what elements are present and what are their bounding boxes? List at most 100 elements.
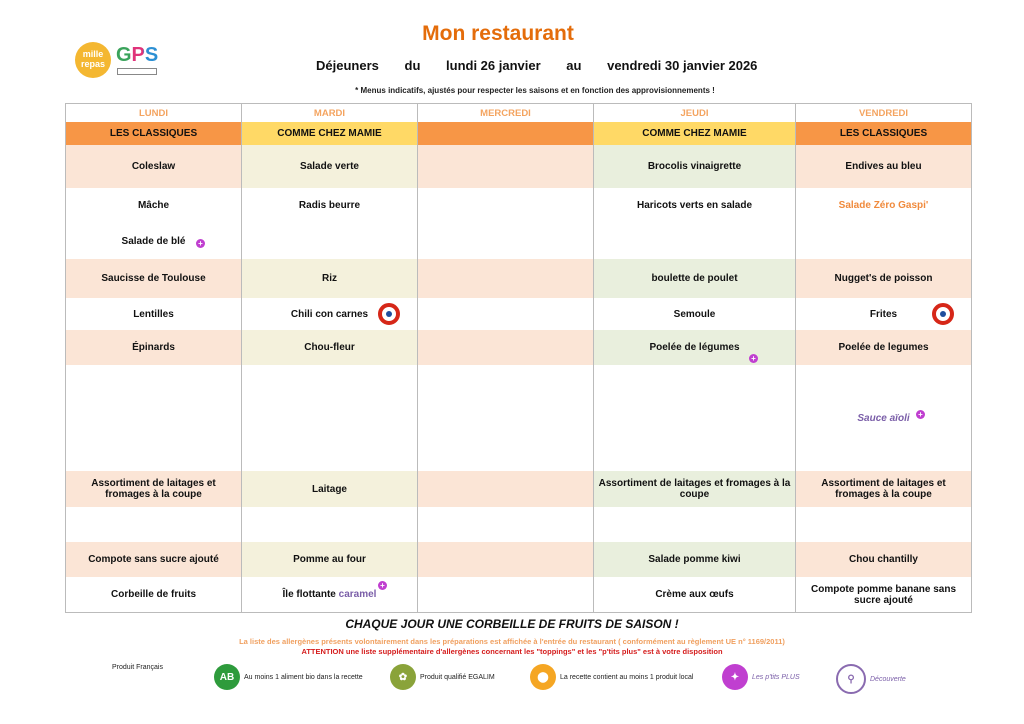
menu-row: Épinards Chou-fleur Poelée de légumes + Poel… [65, 330, 972, 365]
ptits-plus-icon: + [378, 580, 387, 590]
dish-name: Corbeille de fruits [110, 589, 196, 600]
menu-row: Compote sans sucre ajouté Pomme au four Sa… [65, 542, 972, 577]
dish-name: Compote sans sucre ajouté [88, 554, 219, 565]
menu-cell [241, 507, 418, 542]
legend-item: ✿ Produit qualifié EGALIM [390, 664, 495, 690]
category-header: COMME CHEZ MAMIE [241, 122, 418, 145]
day-header: MARDI [241, 103, 418, 122]
menu-table: LUNDI MARDI MERCREDI JEUDI VENDREDI LES CLASS… [65, 103, 972, 613]
date-range: Déjeuners du lundi 26 janvier au vendred… [316, 58, 779, 73]
menu-cell: Assortiment de laitages et fromages à la… [593, 471, 796, 507]
menu-note: * Menus indicatifs, ajustés pour respect… [355, 86, 715, 95]
menu-cell: Salade de blé + [65, 223, 242, 259]
menu-cell [593, 223, 796, 259]
menu-cell: Compote pomme banane sans sucre ajouté [795, 577, 972, 613]
attention-note: ATTENTION une liste supplémentaire d'all… [301, 647, 723, 656]
dish-name: Île flottante [282, 589, 339, 600]
menu-cell: Chili con carnes [241, 298, 418, 330]
menu-row: Assortiment de laitages et fromages à la… [65, 471, 972, 507]
menu-cell: Salade verte [241, 145, 418, 188]
menu-row: Saucisse de Toulouse Riz boulette de poule… [65, 259, 972, 298]
dish-name: Semoule [673, 308, 716, 320]
dish-name: Haricots verts en salade [636, 200, 753, 211]
ptits-plus-icon: ✦ [722, 664, 748, 690]
menu-cell: Haricots verts en salade [593, 188, 796, 223]
legend-label: Les p'tits PLUS [752, 673, 800, 681]
dish-name: Riz [322, 273, 337, 284]
menu-cell: Compote sans sucre ajouté [65, 542, 242, 577]
gps-logo: GPS [116, 44, 159, 66]
menu-cell: Corbeille de fruits [65, 577, 242, 613]
menu-cell: Brocolis vinaigrette [593, 145, 796, 188]
menu-cell [417, 259, 594, 298]
menu-cell: Épinards [65, 330, 242, 365]
menu-cell: boulette de poulet [593, 259, 796, 298]
menu-cell: Assortiment de laitages et fromages à la… [65, 471, 242, 507]
menu-cell: Salade Zéro Gaspi' [795, 188, 972, 223]
ab-bio-icon: AB [214, 664, 240, 690]
gps-logo-tagline [117, 68, 157, 75]
dish-name: Salade pomme kiwi [648, 554, 741, 565]
dish-name: Pomme au four [293, 554, 366, 565]
dish-name: Salade verte [300, 161, 359, 172]
legend-label: Découverte [870, 675, 906, 683]
french-flag-icon [378, 303, 400, 325]
legend-label: Produit Français [112, 664, 163, 671]
dish-name: Radis beurre [298, 200, 361, 211]
end-date: vendredi 30 janvier 2026 [607, 58, 758, 73]
ptits-plus-icon: + [196, 239, 205, 248]
category-header [417, 122, 594, 145]
legend-item: Produit Français [112, 664, 163, 671]
legend-item: ⚲ Découverte [836, 664, 906, 694]
dish-name: Salade de blé [121, 235, 186, 247]
french-flag-icon [932, 303, 954, 325]
dish-name: Poelée de legumes [838, 342, 929, 353]
menu-cell: Salade pomme kiwi [593, 542, 796, 577]
dish-name: Poelée de légumes [649, 342, 740, 353]
dish-name: Compote pomme banane sans sucre ajouté [810, 583, 957, 606]
dish-name: Crème aux œufs [655, 589, 734, 600]
menu-cell: Radis beurre [241, 188, 418, 223]
menu-cell: Sauce aïoli + [795, 365, 972, 471]
caramel-text: caramel [338, 589, 377, 600]
au-label: au [566, 58, 582, 73]
menu-row: Salade de blé + [65, 223, 972, 259]
menu-cell: Pomme au four [241, 542, 418, 577]
dish-name: Chou-fleur [304, 342, 355, 353]
menu-cell [417, 471, 594, 507]
location-pin-icon: ⬤ [530, 664, 556, 690]
menu-cell: Riz [241, 259, 418, 298]
menu-cell [795, 223, 972, 259]
category-header: LES CLASSIQUES [65, 122, 242, 145]
menu-row: Lentilles Chili con carnes Semoule Frites [65, 298, 972, 330]
ptits-plus-icon: + [916, 410, 925, 419]
menu-row [65, 507, 972, 542]
menu-cell [417, 298, 594, 330]
day-header: LUNDI [65, 103, 242, 122]
menu-cell: Nugget's de poisson [795, 259, 972, 298]
dish-name: Brocolis vinaigrette [647, 161, 742, 172]
dish-name: Mâche [137, 200, 170, 211]
page-title: Mon restaurant [422, 22, 574, 45]
menu-cell [417, 330, 594, 365]
menu-cell [593, 365, 796, 471]
menu-cell [417, 188, 594, 223]
menu-cell [417, 542, 594, 577]
menu-cell: Endives au bleu [795, 145, 972, 188]
start-date: lundi 26 janvier [446, 58, 541, 73]
mille-repas-logo: mille repas [75, 42, 111, 78]
menu-cell: Poelée de légumes + [593, 330, 796, 365]
du-label: du [404, 58, 421, 73]
menu-cell: Assortiment de laitages et fromages à la… [795, 471, 972, 507]
menu-cell: Mâche [65, 188, 242, 223]
menu-cell: Frites [795, 298, 972, 330]
menu-cell [417, 507, 594, 542]
menu-cell [65, 507, 242, 542]
menu-cell: Semoule [593, 298, 796, 330]
legend-label: Au moins 1 aliment bio dans la recette [244, 673, 363, 681]
menu-cell: Saucisse de Toulouse [65, 259, 242, 298]
menu-cell [241, 223, 418, 259]
menu-cell: Île flottante caramel + [241, 577, 418, 613]
egalim-icon: ✿ [390, 664, 416, 690]
dish-name: Assortiment de laitages et fromages à la… [598, 478, 791, 500]
